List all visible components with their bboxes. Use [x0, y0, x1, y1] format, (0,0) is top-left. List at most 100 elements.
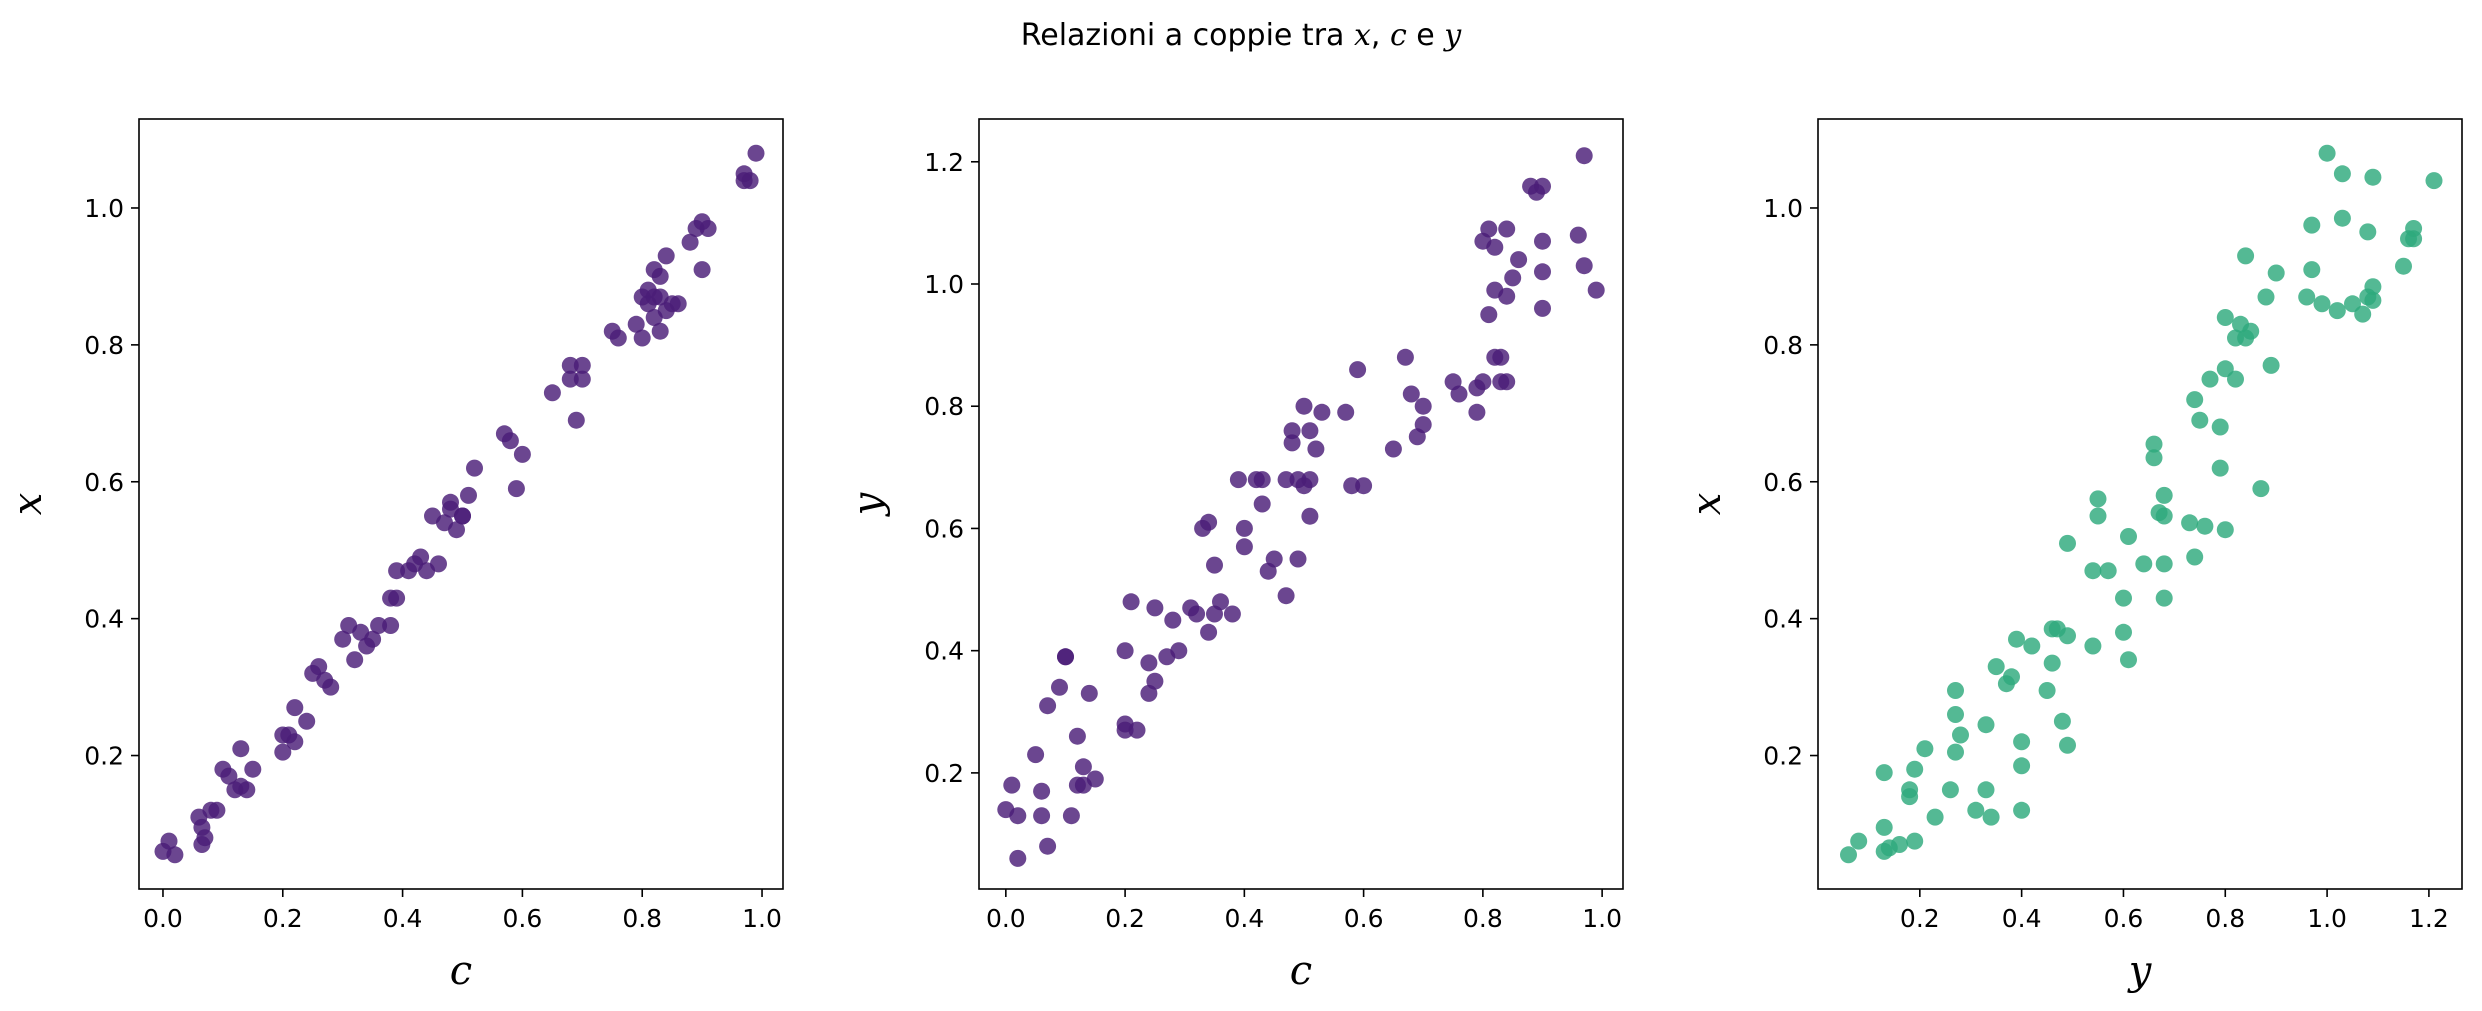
data-point — [334, 630, 352, 648]
data-point — [274, 743, 292, 761]
data-point — [2099, 562, 2117, 580]
figure-title-var-x: x — [1354, 18, 1371, 53]
data-point — [2003, 668, 2020, 686]
data-point — [1051, 678, 1068, 696]
data-point — [1396, 348, 1414, 366]
data-point — [1587, 281, 1605, 299]
y-tick-label: 1.2 — [924, 148, 964, 177]
data-point — [1510, 251, 1528, 269]
data-point — [633, 329, 651, 347]
data-point — [1575, 257, 1593, 275]
data-point — [1206, 556, 1223, 574]
data-point — [2364, 168, 2382, 186]
data-point — [1987, 658, 2005, 676]
data-point — [1967, 801, 1985, 819]
scatter-panel-c-vs-y: 0.0 0.2 0.4 0.6 0.8 1.0 0.2 0.4 0.6 0.8 1.0 1.2 c y — [845, 118, 1624, 994]
x-tick-label: 0.6 — [2104, 904, 2144, 933]
data-point — [1307, 440, 1325, 458]
x-tick-label: 0.8 — [1463, 904, 1503, 933]
data-point — [1200, 623, 1218, 641]
data-point — [1414, 416, 1432, 434]
points-group — [1840, 144, 2443, 864]
data-point — [2333, 209, 2351, 227]
x-tick-label: 1.0 — [1582, 904, 1622, 933]
data-point — [160, 832, 178, 850]
data-point — [2318, 144, 2336, 162]
data-point — [1343, 477, 1361, 495]
data-point — [1265, 550, 1283, 568]
data-point — [466, 459, 483, 477]
y-tick-label: 0.4 — [1763, 605, 1803, 634]
data-point — [1146, 599, 1164, 617]
data-point — [1068, 727, 1086, 745]
figure-title-sep-1: , — [1371, 18, 1390, 53]
x-tick-label: 0.8 — [2205, 904, 2245, 933]
data-point — [1164, 611, 1182, 629]
data-point — [1355, 477, 1373, 495]
data-point — [1534, 263, 1551, 281]
data-point — [1229, 471, 1247, 489]
data-point — [2155, 507, 2173, 525]
data-point — [238, 781, 256, 799]
data-point — [1468, 403, 1486, 421]
data-point — [651, 267, 669, 285]
data-point — [1027, 746, 1045, 764]
data-point — [1253, 495, 1271, 513]
data-point — [2191, 411, 2209, 429]
y-tick-label: 0.4 — [84, 605, 124, 634]
y-tick-label: 0.8 — [84, 331, 124, 360]
data-point — [693, 261, 711, 279]
data-point — [2298, 288, 2316, 306]
data-point — [1301, 471, 1319, 489]
scatter-panel-c-vs-x: 0.0 0.2 0.4 0.6 0.8 1.0 0.2 0.4 0.6 0.8 1.0 c x — [5, 118, 784, 994]
data-point — [2216, 309, 2234, 326]
data-point — [2013, 757, 2031, 775]
data-point — [2364, 291, 2382, 309]
x-tick-label: 0.0 — [986, 904, 1026, 933]
data-point — [244, 760, 262, 778]
data-point — [2059, 534, 2076, 552]
data-point — [2155, 589, 2173, 607]
data-point — [2023, 637, 2041, 655]
data-point — [2405, 230, 2423, 248]
data-point — [1901, 788, 1919, 806]
data-point — [1122, 593, 1140, 611]
x-tick-label: 1.2 — [2409, 904, 2449, 933]
data-point — [220, 767, 238, 785]
data-point — [1534, 299, 1551, 317]
x-tick-label: 0.6 — [503, 904, 543, 933]
data-point — [1569, 226, 1587, 244]
data-point — [1033, 807, 1051, 825]
data-point — [1009, 807, 1027, 825]
data-point — [382, 617, 400, 634]
data-point — [2084, 562, 2102, 580]
y-tick-label: 1.0 — [84, 194, 124, 223]
data-point — [2196, 517, 2214, 535]
data-point — [1253, 471, 1271, 489]
data-point — [513, 445, 531, 463]
data-point — [627, 315, 645, 333]
data-point — [2181, 514, 2199, 532]
data-point — [699, 220, 717, 237]
data-point — [1062, 807, 1080, 825]
data-point — [1498, 287, 1516, 305]
data-point — [507, 480, 525, 498]
data-point — [1170, 642, 1188, 660]
data-point — [1450, 385, 1468, 403]
data-point — [2201, 370, 2219, 388]
data-point — [1498, 220, 1516, 238]
data-point — [1277, 471, 1295, 489]
data-point — [2211, 459, 2229, 477]
x-tick-label: 0.4 — [2002, 904, 2042, 933]
data-point — [1283, 434, 1301, 452]
data-point — [460, 486, 477, 504]
data-point — [2043, 654, 2061, 672]
data-point — [1850, 832, 1868, 850]
y-tick-label: 0.2 — [84, 742, 124, 771]
data-point — [1947, 682, 1964, 699]
data-point — [1039, 697, 1057, 715]
axes-frame — [138, 118, 784, 890]
data-point — [364, 630, 382, 648]
points-group — [997, 147, 1605, 867]
